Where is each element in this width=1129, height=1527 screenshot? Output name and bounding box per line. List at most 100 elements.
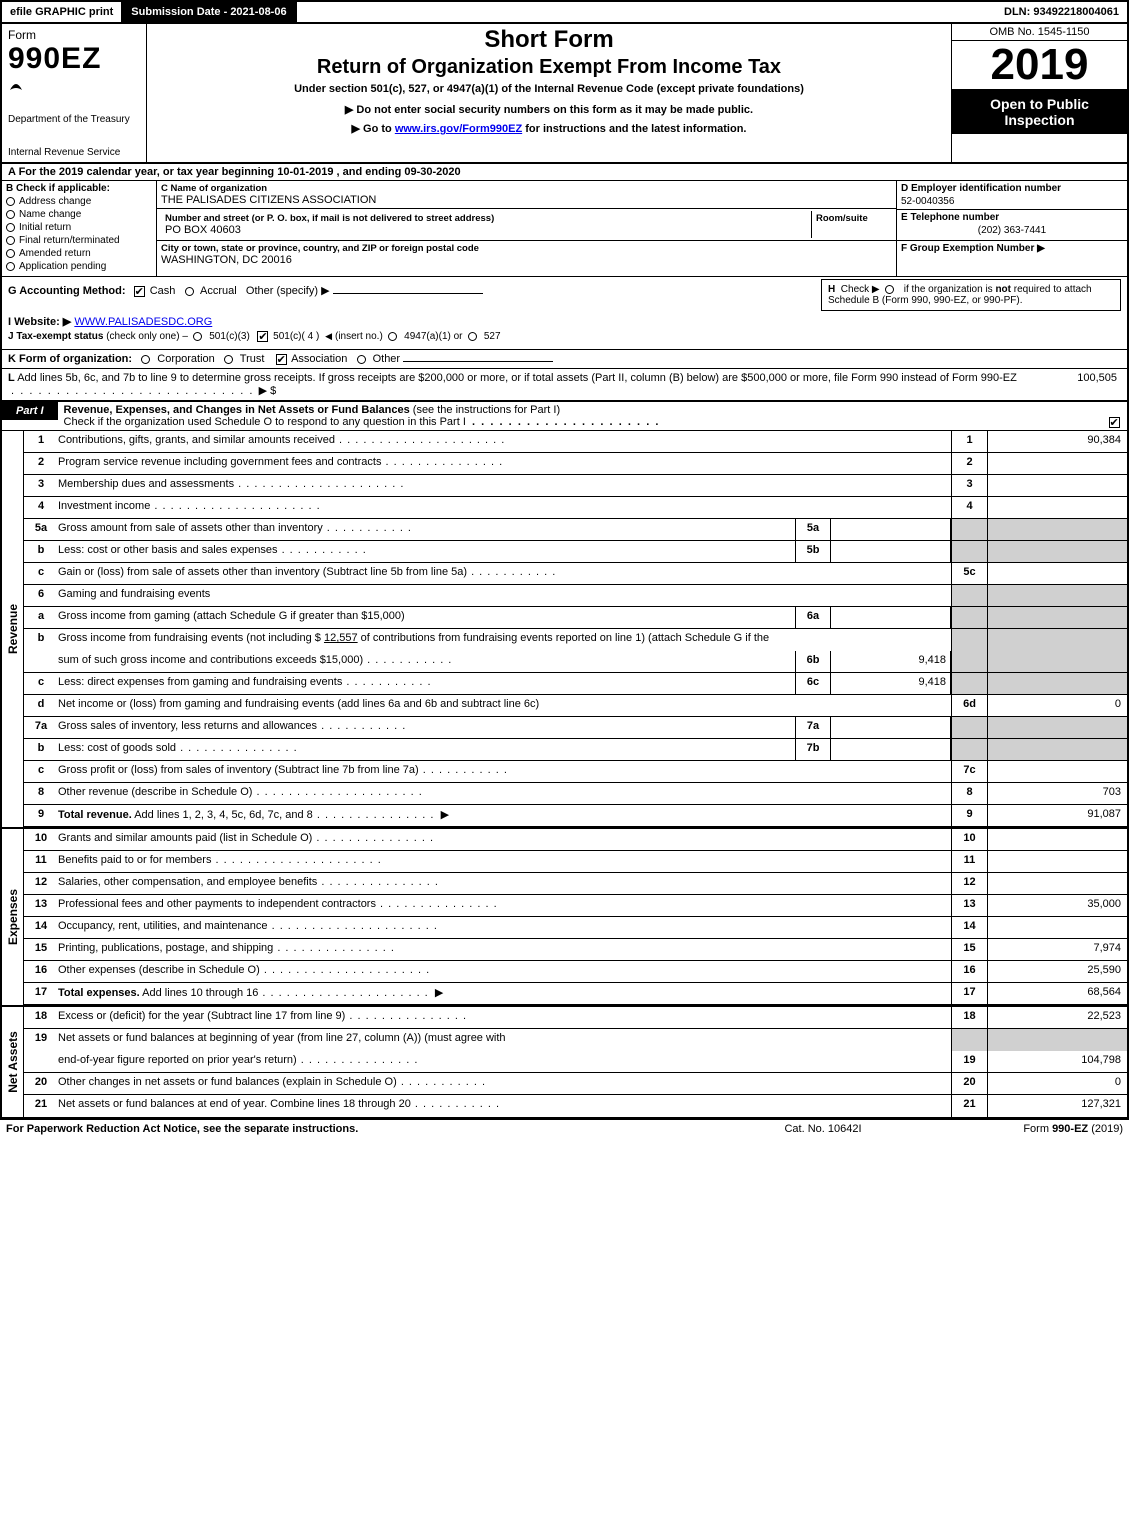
line-desc: Net assets or fund balances at end of ye… xyxy=(58,1098,411,1110)
b-opt-1: Name change xyxy=(19,209,81,220)
b-initial-return[interactable]: Initial return xyxy=(6,222,152,233)
footer-right-pre: Form xyxy=(1023,1123,1052,1135)
ghij-block: H Check ▶ if the organization is not req… xyxy=(0,277,1129,350)
dots xyxy=(381,456,503,468)
line-midval: 9,418 xyxy=(831,673,951,694)
website-link[interactable]: WWW.PALISADESDC.ORG xyxy=(74,316,212,328)
line-desc: end-of-year figure reported on prior yea… xyxy=(58,1054,297,1066)
radio-icon[interactable] xyxy=(468,332,477,341)
line-18: 18Excess or (deficit) for the year (Subt… xyxy=(24,1007,1127,1029)
line-rno xyxy=(951,717,987,738)
line-rno xyxy=(951,673,987,694)
k-other-input[interactable] xyxy=(403,361,553,362)
line-rval: 104,798 xyxy=(987,1051,1127,1072)
k-assoc: Association xyxy=(291,353,347,365)
col-c: C Name of organization THE PALISADES CIT… xyxy=(157,181,897,276)
line-rno: 4 xyxy=(951,497,987,518)
j-4947: 4947(a)(1) or xyxy=(404,331,462,342)
line-no: 6 xyxy=(24,585,58,606)
line-a-pre: A For the 2019 calendar year, or tax yea… xyxy=(8,166,277,178)
l-text: Add lines 5b, 6c, and 7b to line 9 to de… xyxy=(17,372,1017,384)
checkbox-icon xyxy=(1109,417,1120,428)
radio-icon[interactable] xyxy=(224,355,233,364)
b-name-change[interactable]: Name change xyxy=(6,209,152,220)
line-5b: bLess: cost or other basis and sales exp… xyxy=(24,541,1127,563)
title-under-section: Under section 501(c), 527, or 4947(a)(1)… xyxy=(155,83,943,95)
radio-icon[interactable] xyxy=(141,355,150,364)
dots xyxy=(335,434,505,446)
line-desc: Salaries, other compensation, and employ… xyxy=(58,876,317,888)
efile-print-button[interactable]: efile GRAPHIC print xyxy=(2,2,123,22)
line-no: b xyxy=(24,739,58,760)
revenue-label: Revenue xyxy=(6,604,20,654)
radio-icon[interactable] xyxy=(885,285,894,294)
b-opt-3: Final return/terminated xyxy=(19,235,120,246)
e-phone-label: E Telephone number xyxy=(901,212,999,223)
line-rval xyxy=(987,607,1127,628)
goto-post: for instructions and the latest informat… xyxy=(522,123,746,135)
line-rval xyxy=(987,585,1127,606)
checkbox-cash[interactable] xyxy=(134,286,145,297)
submission-date-button[interactable]: Submission Date - 2021-08-06 xyxy=(123,2,296,22)
f-group-box: F Group Exemption Number ▶ xyxy=(897,241,1127,256)
irs-link[interactable]: www.irs.gov/Form990EZ xyxy=(395,123,522,135)
b-address-change[interactable]: Address change xyxy=(6,196,152,207)
l-dots: . . . . . . . . . . . . . . . . . . . . … xyxy=(8,385,256,397)
g-other-input[interactable] xyxy=(333,293,483,294)
b-final-return[interactable]: Final return/terminated xyxy=(6,235,152,246)
revenue-section: Revenue 1Contributions, gifts, grants, a… xyxy=(0,431,1129,827)
k-row: K Form of organization: Corporation Trus… xyxy=(0,350,1129,369)
line-no: c xyxy=(24,761,58,782)
line-midno: 7b xyxy=(795,739,831,760)
line-desc: Program service revenue including govern… xyxy=(58,456,381,468)
i-row: I Website: ▶ WWW.PALISADESDC.ORG xyxy=(8,315,1121,328)
line-rval: 22,523 xyxy=(987,1007,1127,1028)
line-rno xyxy=(951,541,987,562)
line-rno: 16 xyxy=(951,961,987,982)
dln-label: DLN: 93492218004061 xyxy=(996,2,1127,22)
b-amended-return[interactable]: Amended return xyxy=(6,248,152,259)
line-a: A For the 2019 calendar year, or tax yea… xyxy=(0,164,1129,181)
line-rno: 21 xyxy=(951,1095,987,1117)
line-no: a xyxy=(24,607,58,628)
part-i-tab: Part I xyxy=(2,402,58,420)
radio-icon[interactable] xyxy=(193,332,202,341)
line-desc: Less: direct expenses from gaming and fu… xyxy=(58,676,342,688)
c-street-value: PO BOX 40603 xyxy=(165,224,807,236)
line-rval xyxy=(987,519,1127,540)
netassets-section: Net Assets 18Excess or (deficit) for the… xyxy=(0,1005,1129,1119)
line-no: 10 xyxy=(24,829,58,850)
line-rval xyxy=(987,1029,1127,1051)
line-17: 17Total expenses. Add lines 10 through 1… xyxy=(24,983,1127,1005)
part-i-check[interactable] xyxy=(1101,402,1127,428)
checkbox-501c[interactable] xyxy=(257,331,268,342)
line-no: 16 xyxy=(24,961,58,982)
line-rval xyxy=(987,629,1127,651)
line-5a: 5aGross amount from sale of assets other… xyxy=(24,519,1127,541)
line-17-bold: Total expenses. xyxy=(58,987,140,999)
line-rval: 0 xyxy=(987,695,1127,716)
line-desc: Excess or (deficit) for the year (Subtra… xyxy=(58,1010,345,1022)
part-i-title-main: Revenue, Expenses, and Changes in Net As… xyxy=(64,404,410,416)
checkbox-assoc[interactable] xyxy=(276,354,287,365)
part-i-dots: . . . . . . . . . . . . . . . . . . . . … xyxy=(469,416,658,428)
b-opt-5: Application pending xyxy=(19,261,106,272)
line-no: 19 xyxy=(24,1029,58,1051)
line-rno: 8 xyxy=(951,783,987,804)
line-rval xyxy=(987,673,1127,694)
revenue-vlabel: Revenue xyxy=(2,431,24,827)
line-no: 17 xyxy=(24,983,58,1004)
line-rval: 127,321 xyxy=(987,1095,1127,1117)
radio-icon[interactable] xyxy=(388,332,397,341)
netassets-vlabel: Net Assets xyxy=(2,1007,24,1117)
netassets-label: Net Assets xyxy=(6,1031,20,1093)
e-phone-box: E Telephone number (202) 363-7441 xyxy=(897,210,1127,241)
radio-icon[interactable] xyxy=(185,287,194,296)
line-19b: end-of-year figure reported on prior yea… xyxy=(24,1051,1127,1073)
radio-icon[interactable] xyxy=(357,355,366,364)
dots xyxy=(273,942,395,954)
b-application-pending[interactable]: Application pending xyxy=(6,261,152,272)
radio-icon xyxy=(6,236,15,245)
line-2: 2Program service revenue including gover… xyxy=(24,453,1127,475)
line-6d: dNet income or (loss) from gaming and fu… xyxy=(24,695,1127,717)
